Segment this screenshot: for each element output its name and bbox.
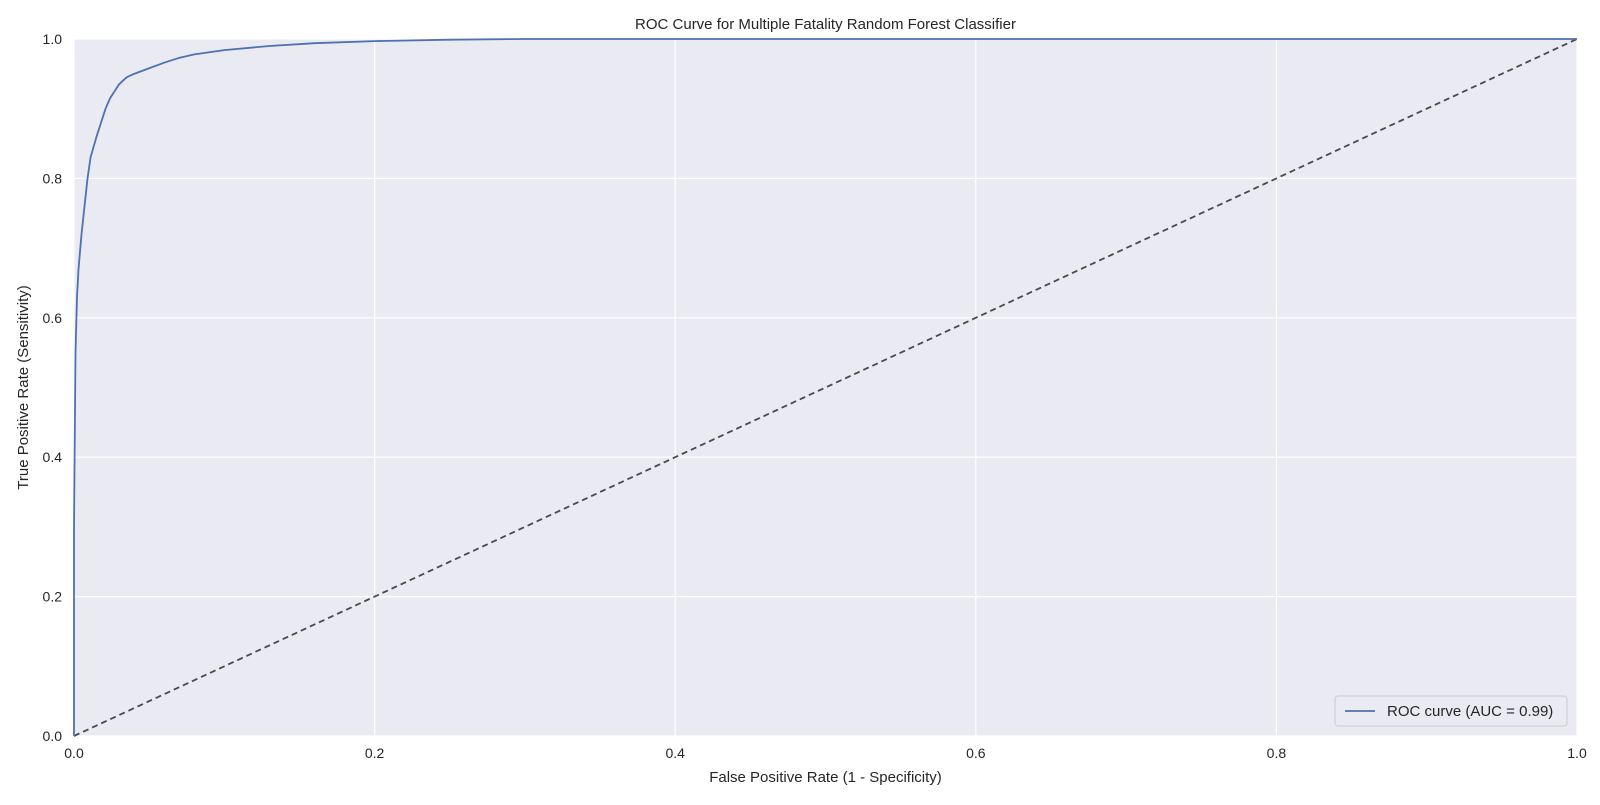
- x-tick-labels: 0.0 0.2 0.4 0.6 0.8 1.0: [64, 745, 1587, 761]
- chance-diagonal-line: [73, 38, 1578, 737]
- x-tick-label-2: 0.4: [665, 745, 685, 761]
- y-tick-label-1: 0.2: [43, 589, 63, 605]
- legend-label-roc: ROC curve (AUC = 0.99): [1387, 703, 1553, 720]
- series-layer: [73, 38, 1578, 737]
- x-tick-label-3: 0.6: [966, 745, 986, 761]
- legend: ROC curve (AUC = 0.99): [1334, 695, 1568, 727]
- x-tick-label-4: 0.8: [1267, 745, 1287, 761]
- roc-curve-line: [73, 38, 1577, 736]
- y-axis-label: True Positive Rate (Sensitivity): [15, 285, 32, 490]
- chart-title: ROC Curve for Multiple Fatality Random F…: [635, 16, 1016, 33]
- y-tick-label-3: 0.6: [43, 310, 63, 326]
- grid-lines: [73, 38, 1578, 737]
- x-tick-label-1: 0.2: [365, 745, 385, 761]
- legend-box: [1334, 695, 1568, 727]
- y-tick-label-4: 0.8: [43, 170, 63, 186]
- x-tick-label-5: 1.0: [1567, 745, 1587, 761]
- y-tick-label-5: 1.0: [43, 31, 63, 47]
- y-tick-label-2: 0.4: [43, 449, 63, 465]
- y-tick-labels: 0.0 0.2 0.4 0.6 0.8 1.0: [43, 31, 63, 744]
- x-axis-label: False Positive Rate (1 - Specificity): [709, 769, 942, 786]
- plot-area: [74, 39, 1577, 736]
- x-tick-label-0: 0.0: [64, 745, 84, 761]
- y-tick-label-0: 0.0: [43, 728, 63, 744]
